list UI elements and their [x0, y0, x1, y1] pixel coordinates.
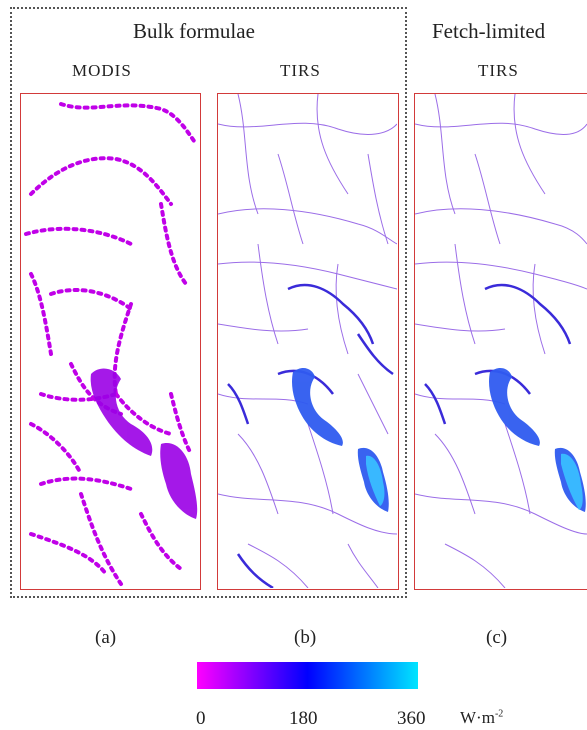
colorbar-tick-min: 0: [196, 708, 206, 729]
caption-b: (b): [294, 627, 317, 648]
panel-c-map-image: [415, 94, 587, 588]
colorbar-unit-label: W·m-2: [460, 708, 503, 728]
panel-b-map-image: [218, 94, 397, 588]
bulk-formulae-title: Bulk formulae: [133, 19, 255, 43]
panel-a-map-image: [24, 102, 198, 586]
panel-a-sensor-label: MODIS: [72, 61, 132, 80]
unit-base: W·m: [460, 708, 495, 727]
panel-c-sensor-label: TIRS: [478, 61, 519, 80]
panel-b-sensor-label: TIRS: [280, 61, 321, 80]
panel-c-heat-flux-map: [414, 93, 587, 590]
panel-a-heat-flux-map: [20, 93, 201, 590]
bulk-formulae-group-frame: [10, 7, 407, 598]
colorbar-tick-mid: 180: [289, 708, 318, 729]
colorbar-tick-max: 360: [397, 708, 426, 729]
unit-exponent: -2: [494, 708, 504, 720]
fetch-limited-title: Fetch-limited: [432, 19, 546, 43]
heat-flux-colorbar: [197, 662, 418, 689]
caption-a: (a): [95, 627, 117, 648]
panel-b-heat-flux-map: [217, 93, 399, 590]
caption-c: (c): [486, 627, 508, 648]
